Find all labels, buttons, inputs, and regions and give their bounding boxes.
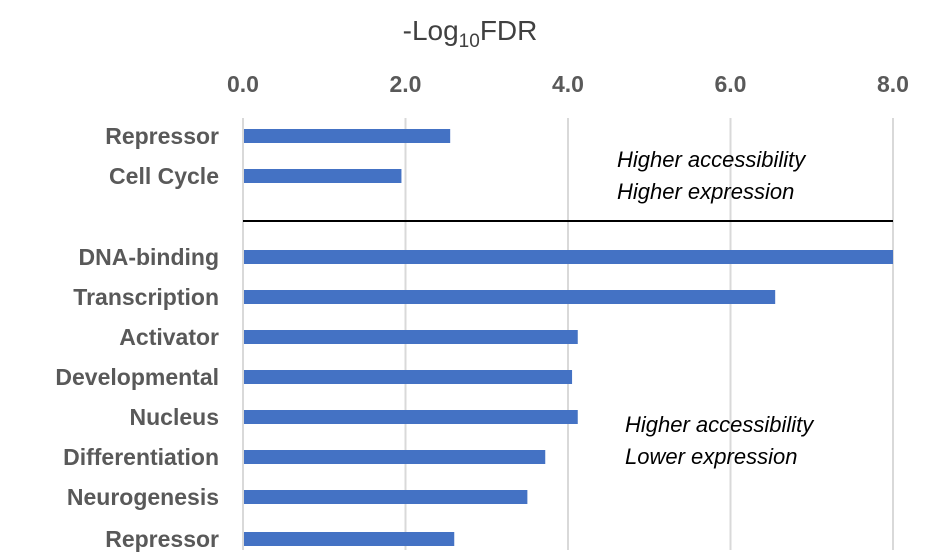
annotations: Higher accessibility Higher expression Hig… (617, 147, 815, 469)
category-label: Differentiation (63, 444, 219, 470)
bar (244, 250, 893, 264)
category-label: Neurogenesis (67, 484, 219, 510)
x-tick-label: 8.0 (877, 71, 909, 97)
x-tick-labels: 0.0 2.0 4.0 6.0 8.0 (227, 71, 909, 97)
bar (244, 490, 528, 504)
annotation-line: Higher expression (617, 179, 794, 204)
category-label: Nucleus (130, 404, 219, 430)
category-labels: Repressor Cell Cycle DNA-binding Transcript… (55, 123, 219, 552)
category-label: Repressor (105, 526, 219, 552)
x-tick-label: 4.0 (552, 71, 584, 97)
x-tick-label: 6.0 (715, 71, 747, 97)
bar (244, 450, 546, 464)
category-label: DNA-binding (78, 244, 219, 270)
category-label: Transcription (73, 284, 219, 310)
annotation-line: Higher accessibility (617, 147, 807, 172)
x-axis-title: -Log10FDR (403, 15, 538, 52)
gridlines (242, 118, 894, 550)
bar (244, 290, 776, 304)
bar (244, 169, 402, 183)
bar (244, 532, 455, 546)
x-axis-title-subscript: 10 (459, 31, 480, 52)
bars (244, 129, 893, 546)
category-label: Activator (119, 324, 219, 350)
category-label: Repressor (105, 123, 219, 149)
annotation-line: Lower expression (625, 444, 797, 469)
x-axis-title-prefix: -Log (403, 15, 459, 46)
annotation-line: Higher accessibility (625, 412, 815, 437)
x-tick-label: 2.0 (390, 71, 422, 97)
x-axis-title-suffix: FDR (480, 15, 538, 46)
x-tick-label: 0.0 (227, 71, 259, 97)
bar (244, 370, 573, 384)
category-label: Developmental (55, 364, 219, 390)
bar (244, 129, 451, 143)
bar (244, 410, 578, 424)
bar (244, 330, 578, 344)
category-label: Cell Cycle (109, 163, 219, 189)
